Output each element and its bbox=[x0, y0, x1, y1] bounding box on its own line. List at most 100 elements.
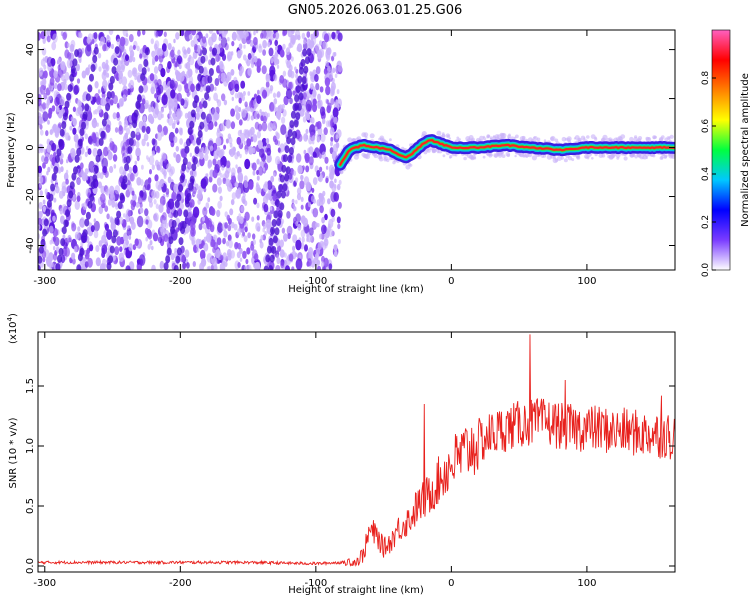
noise-speckle bbox=[300, 196, 304, 202]
noise-speckle bbox=[43, 70, 48, 79]
noise-streak bbox=[79, 247, 85, 256]
noise-streak bbox=[293, 119, 299, 128]
noise-speckle bbox=[313, 198, 316, 204]
spectrogram-frame bbox=[37, 29, 676, 271]
noise-streak bbox=[304, 56, 310, 65]
noise-speckle bbox=[235, 241, 239, 248]
noise-speckle bbox=[296, 192, 302, 201]
noise-speckle bbox=[203, 236, 207, 242]
noise-speckle bbox=[113, 164, 117, 169]
noise-speckle bbox=[86, 111, 93, 121]
halo-speckle bbox=[566, 136, 572, 142]
noise-speckle bbox=[79, 162, 84, 170]
noise-speckle bbox=[302, 217, 309, 227]
noise-speckle bbox=[168, 97, 172, 104]
noise-speckle bbox=[283, 233, 288, 242]
noise-speckle bbox=[107, 151, 113, 161]
halo-speckle bbox=[470, 156, 475, 161]
noise-speckle bbox=[84, 133, 89, 140]
noise-speckle bbox=[155, 31, 159, 37]
noise-streak bbox=[181, 220, 187, 229]
noise-speckle bbox=[333, 116, 338, 125]
noise-speckle bbox=[301, 175, 304, 180]
noise-speckle bbox=[149, 116, 155, 125]
noise-speckle bbox=[236, 50, 242, 59]
noise-speckle bbox=[92, 147, 98, 157]
halo-speckle bbox=[636, 152, 642, 158]
noise-streak bbox=[130, 130, 136, 139]
noise-speckle bbox=[321, 224, 327, 235]
noise-speckle bbox=[42, 111, 49, 122]
noise-speckle bbox=[170, 89, 176, 99]
x-tick-label: 100 bbox=[577, 578, 596, 589]
noise-speckle bbox=[110, 217, 115, 225]
noise-speckle bbox=[312, 207, 319, 218]
noise-speckle bbox=[217, 127, 220, 134]
noise-speckle bbox=[310, 117, 315, 124]
noise-speckle bbox=[206, 232, 212, 243]
noise-speckle bbox=[243, 44, 246, 49]
noise-speckle bbox=[168, 113, 172, 119]
noise-speckle bbox=[148, 106, 152, 113]
halo-speckle bbox=[363, 132, 369, 138]
x-tick-label: -200 bbox=[169, 578, 192, 589]
noise-speckle bbox=[184, 63, 188, 69]
noise-speckle bbox=[214, 121, 218, 127]
colorbar-tick-label: 0.0 bbox=[701, 263, 711, 278]
snr-x-label: Height of straight line (km) bbox=[288, 585, 424, 596]
noise-speckle bbox=[311, 36, 317, 46]
noise-speckle bbox=[282, 70, 287, 77]
noise-speckle bbox=[160, 226, 166, 237]
noise-streak bbox=[285, 166, 291, 175]
noise-speckle bbox=[244, 226, 248, 233]
halo-speckle bbox=[405, 164, 411, 170]
noise-speckle bbox=[159, 167, 163, 173]
noise-speckle bbox=[309, 227, 314, 236]
noise-speckle bbox=[241, 32, 245, 38]
noise-speckle bbox=[320, 196, 326, 205]
noise-speckle bbox=[217, 99, 222, 107]
noise-speckle bbox=[333, 184, 337, 189]
noise-speckle bbox=[265, 73, 270, 80]
noise-speckle bbox=[132, 164, 138, 174]
noise-speckle bbox=[236, 136, 242, 145]
noise-speckle bbox=[104, 223, 109, 231]
noise-speckle bbox=[38, 217, 42, 226]
noise-speckle bbox=[118, 97, 124, 107]
noise-speckle bbox=[116, 236, 122, 246]
noise-streak bbox=[68, 190, 74, 199]
noise-speckle bbox=[41, 155, 45, 163]
noise-speckle bbox=[175, 153, 181, 164]
noise-speckle bbox=[139, 179, 144, 186]
noise-speckle bbox=[286, 211, 291, 219]
noise-streak bbox=[282, 154, 288, 163]
noise-speckle bbox=[84, 151, 88, 158]
halo-speckle bbox=[456, 136, 460, 140]
x-tick-label: 0 bbox=[448, 578, 454, 589]
noise-speckle bbox=[128, 235, 132, 240]
noise-speckle bbox=[227, 54, 231, 62]
noise-speckle bbox=[207, 197, 211, 203]
noise-speckle bbox=[218, 30, 222, 34]
noise-streak bbox=[263, 265, 269, 270]
noise-speckle bbox=[49, 225, 54, 234]
noise-speckle bbox=[64, 71, 70, 81]
halo-speckle bbox=[556, 156, 562, 161]
halo-speckle bbox=[637, 136, 643, 141]
noise-speckle bbox=[307, 201, 312, 208]
noise-speckle bbox=[250, 115, 254, 121]
noise-speckle bbox=[119, 246, 123, 253]
noise-speckle bbox=[116, 38, 121, 46]
noise-speckle bbox=[247, 106, 251, 112]
noise-speckle bbox=[237, 129, 242, 137]
noise-streak bbox=[176, 193, 182, 202]
halo-speckle bbox=[645, 156, 648, 159]
halo-speckle bbox=[487, 134, 491, 138]
noise-speckle bbox=[275, 264, 281, 270]
noise-speckle bbox=[230, 69, 235, 76]
noise-speckle bbox=[184, 112, 189, 119]
noise-streak bbox=[81, 235, 87, 244]
halo-speckle bbox=[447, 134, 450, 138]
noise-speckle bbox=[147, 177, 152, 184]
